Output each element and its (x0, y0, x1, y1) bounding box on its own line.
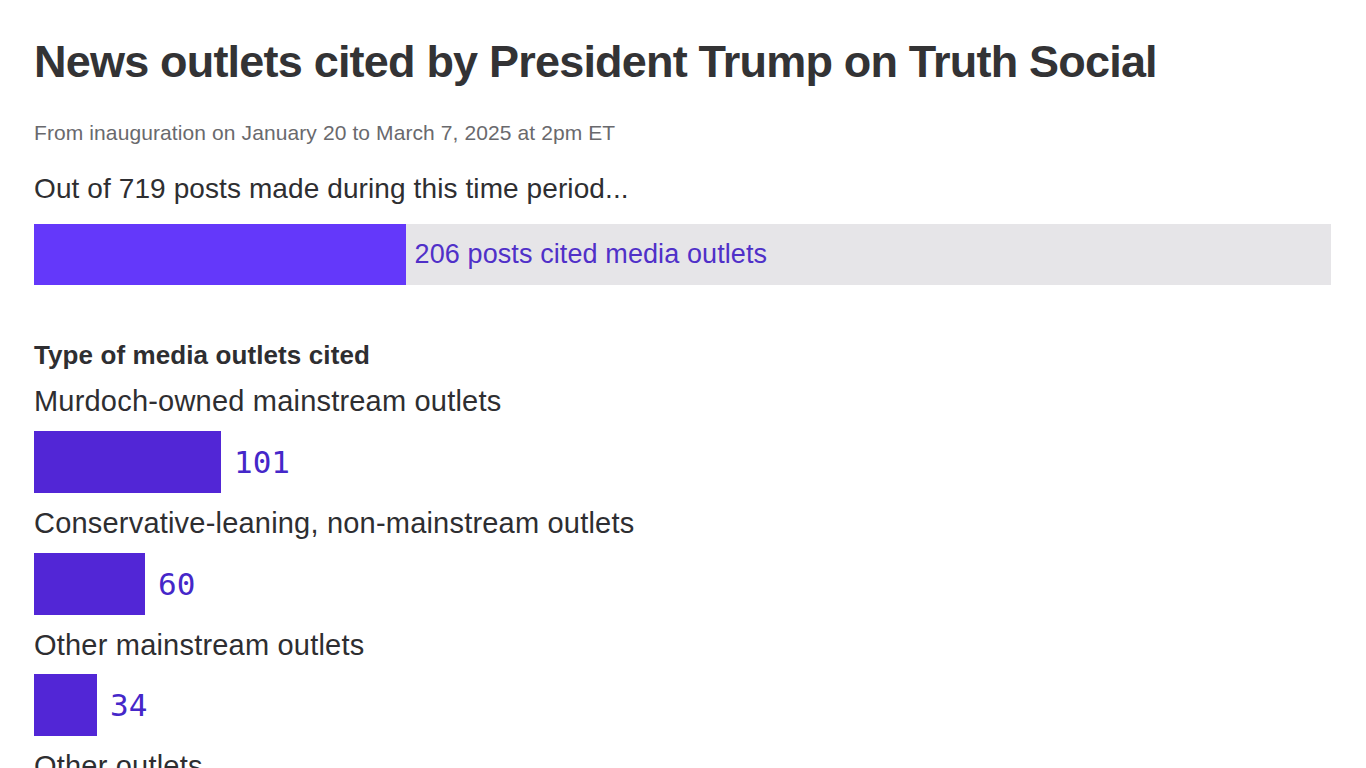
category-bar-row: 34 (34, 674, 1331, 736)
overview-bar-label: 206 posts cited media outlets (415, 239, 768, 270)
category-bar-row: 101 (34, 431, 1331, 493)
overview-bar-fill (34, 224, 406, 285)
category-value: 34 (110, 687, 147, 723)
category-value: 60 (158, 566, 195, 602)
category-bar-fill (34, 674, 97, 736)
overview-lead-text: Out of 719 posts made during this time p… (34, 172, 1331, 206)
category-bar-row: 60 (34, 553, 1331, 615)
chart-subtitle: From inauguration on January 20 to March… (34, 120, 1331, 146)
category-label: Other outlets (34, 749, 1331, 768)
category-bar-fill (34, 553, 145, 615)
category-bar-fill (34, 431, 221, 493)
category-label: Other mainstream outlets (34, 628, 1331, 663)
category-label: Murdoch-owned mainstream outlets (34, 384, 1331, 419)
category-value: 101 (234, 444, 290, 480)
overview-bar-track: 206 posts cited media outlets (34, 224, 1331, 285)
section-heading: Type of media outlets cited (34, 339, 1331, 372)
page-title: News outlets cited by President Trump on… (34, 36, 1331, 88)
category-label: Conservative-leaning, non-mainstream out… (34, 506, 1331, 541)
chart-page: News outlets cited by President Trump on… (0, 0, 1366, 768)
